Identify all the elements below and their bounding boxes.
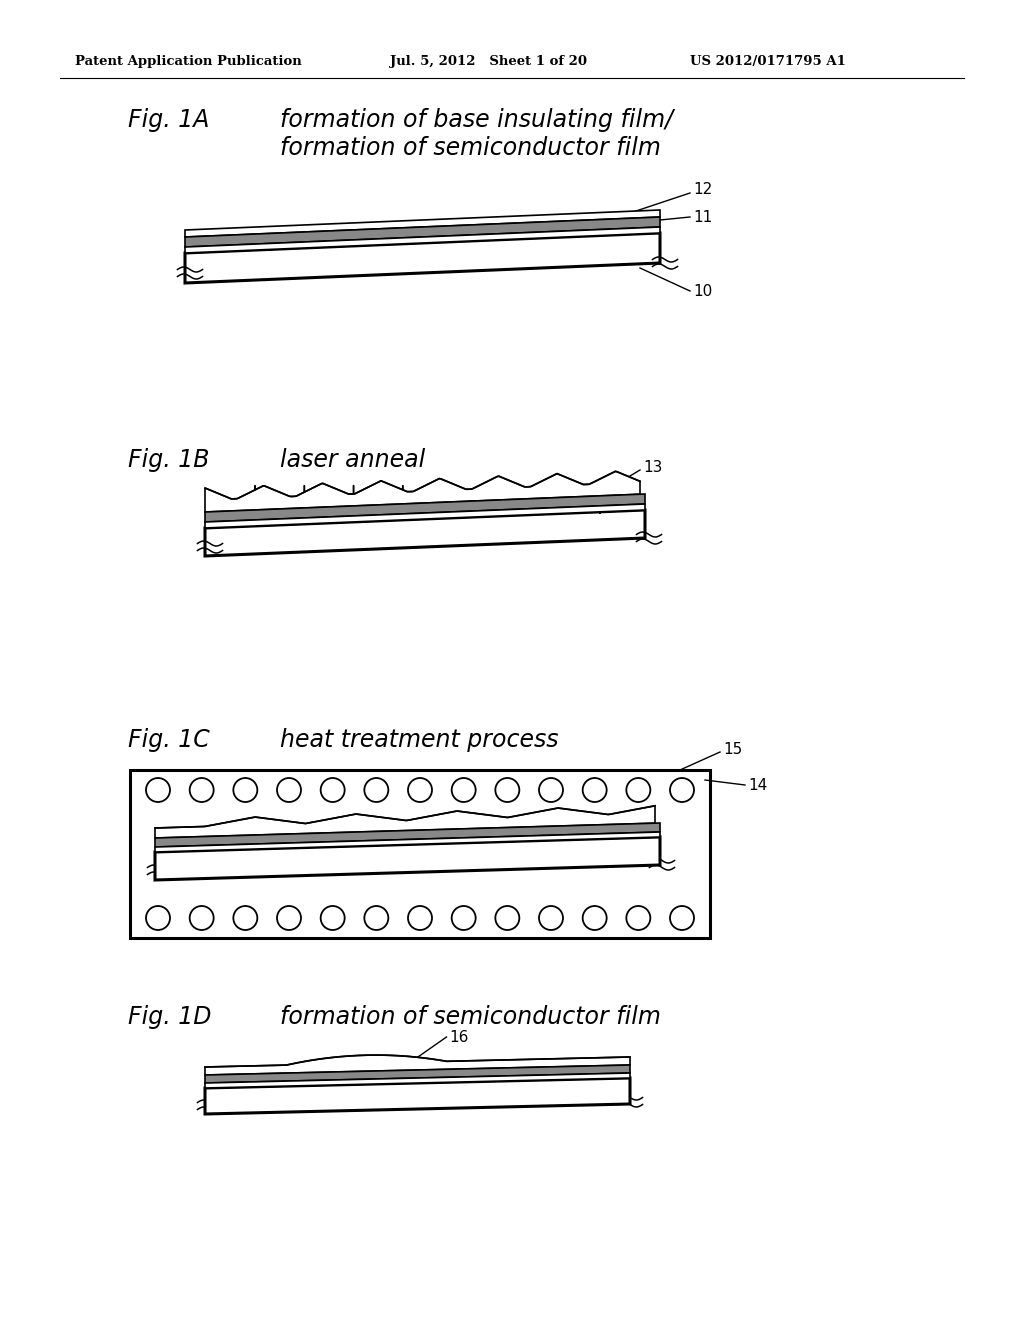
Polygon shape (185, 227, 660, 253)
Polygon shape (185, 216, 660, 247)
Polygon shape (205, 510, 645, 556)
Text: Fig. 1B: Fig. 1B (128, 447, 210, 473)
Polygon shape (155, 822, 660, 847)
Polygon shape (205, 504, 645, 528)
Text: laser anneal: laser anneal (280, 447, 425, 473)
Bar (130, 770, 710, 939)
Text: Fig. 1A: Fig. 1A (128, 108, 209, 132)
Text: 14: 14 (748, 777, 767, 792)
Text: formation of semiconductor film: formation of semiconductor film (280, 136, 660, 160)
Text: Fig. 1D: Fig. 1D (128, 1005, 212, 1030)
Text: formation of semiconductor film: formation of semiconductor film (280, 1005, 660, 1030)
Polygon shape (155, 832, 660, 851)
Text: 11: 11 (693, 210, 713, 224)
Text: US 2012/0171795 A1: US 2012/0171795 A1 (690, 55, 846, 69)
Text: 13: 13 (643, 461, 663, 475)
Text: Jul. 5, 2012   Sheet 1 of 20: Jul. 5, 2012 Sheet 1 of 20 (390, 55, 587, 69)
Text: 10: 10 (693, 284, 713, 298)
Text: 15: 15 (723, 742, 742, 758)
Polygon shape (205, 1078, 630, 1114)
Text: Fig. 1C: Fig. 1C (128, 729, 210, 752)
Polygon shape (155, 837, 660, 880)
Polygon shape (205, 494, 645, 521)
Polygon shape (205, 1055, 630, 1074)
Text: 16: 16 (450, 1030, 469, 1044)
Polygon shape (205, 1073, 630, 1088)
Polygon shape (205, 1065, 630, 1082)
Text: heat treatment process: heat treatment process (280, 729, 558, 752)
Polygon shape (155, 805, 655, 838)
Text: 12: 12 (693, 182, 713, 198)
Text: formation of base insulating film/: formation of base insulating film/ (280, 108, 673, 132)
Polygon shape (185, 234, 660, 282)
Polygon shape (185, 210, 660, 238)
Polygon shape (205, 471, 640, 512)
Text: Patent Application Publication: Patent Application Publication (75, 55, 302, 69)
